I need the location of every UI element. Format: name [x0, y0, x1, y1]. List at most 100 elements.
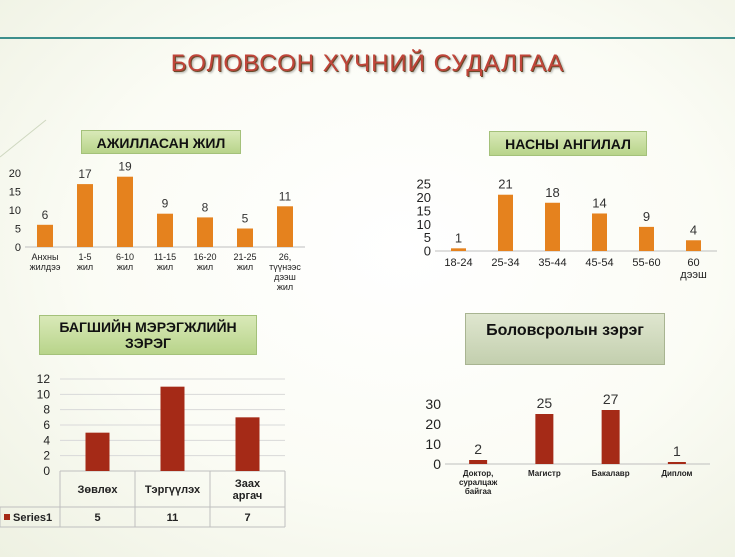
y-tick-label: 12 — [37, 372, 51, 386]
data-label: 8 — [202, 200, 209, 214]
table-value: 7 — [244, 512, 250, 524]
header-divider-line — [0, 37, 735, 39]
bar — [77, 184, 93, 247]
category-label: жил — [237, 262, 253, 272]
category-label: 1-5 — [78, 252, 91, 262]
category-label: жил — [117, 262, 133, 272]
bar — [117, 176, 133, 247]
data-label: 11 — [279, 189, 292, 203]
data-label: 19 — [118, 160, 132, 174]
bar — [535, 414, 554, 464]
bar — [639, 226, 654, 251]
data-label: 9 — [643, 209, 650, 224]
category-label: Зөвлөх — [77, 484, 118, 496]
bar — [545, 202, 560, 251]
y-tick-label: 0 — [15, 242, 21, 254]
category-label: Доктор, — [463, 469, 494, 478]
category-label: Заах — [235, 478, 261, 490]
data-label: 1 — [455, 230, 462, 245]
bar — [37, 224, 53, 247]
category-label: жил — [277, 282, 293, 292]
chart-work-years: 051015206Анхныжилдээ171-5жил196-10жил911… — [9, 160, 305, 292]
category-label: 21-25 — [233, 252, 256, 262]
chart1-title: АЖИЛЛАСАН ЖИЛ — [81, 130, 241, 154]
data-label: 17 — [78, 167, 92, 181]
y-tick-label: 15 — [417, 203, 431, 218]
category-label: Диплом — [661, 469, 692, 478]
bar — [85, 432, 110, 471]
y-tick-label: 10 — [37, 387, 51, 401]
y-tick-label: 20 — [425, 416, 441, 432]
category-label: 11-15 — [154, 252, 176, 262]
category-label: жил — [157, 262, 173, 272]
y-tick-label: 0 — [433, 456, 441, 472]
category-label: жил — [197, 262, 213, 272]
category-label: 6-10 — [116, 252, 134, 262]
data-label: 6 — [42, 208, 49, 222]
category-label: Анхны — [32, 252, 59, 262]
category-label: 35-44 — [538, 257, 566, 269]
data-label: 21 — [498, 177, 512, 192]
category-label: 16-20 — [193, 252, 216, 262]
data-label: 27 — [603, 391, 619, 407]
category-label: 55-60 — [632, 257, 660, 269]
y-tick-label: 2 — [43, 449, 50, 463]
category-label: 60 — [687, 257, 699, 269]
category-label: аргач — [233, 490, 263, 502]
bar — [235, 417, 260, 471]
category-label: жил — [77, 262, 93, 272]
y-tick-label: 25 — [417, 177, 431, 192]
category-label: Магистр — [528, 469, 561, 478]
category-label: 18-24 — [444, 257, 472, 269]
bar — [498, 194, 513, 251]
category-label: 25-34 — [491, 257, 519, 269]
y-tick-label: 15 — [9, 186, 21, 198]
legend-swatch — [4, 514, 10, 520]
bar — [686, 240, 701, 251]
data-label: 5 — [242, 212, 249, 226]
category-label: 26, — [279, 252, 292, 262]
data-label: 4 — [690, 222, 697, 237]
bar — [237, 228, 253, 247]
y-tick-label: 5 — [424, 230, 431, 245]
chart3-title: БАГШИЙН МЭРЭГЖЛИЙН ЗЭРЭГ — [39, 315, 257, 355]
page-title: БОЛОВСОН ХҮЧНИЙ СУДАЛГАА — [170, 50, 565, 77]
category-label: дээш — [680, 269, 707, 281]
table-value: 5 — [94, 512, 100, 524]
category-label: Тэргүүлэх — [145, 484, 201, 496]
y-tick-label: 0 — [43, 464, 50, 478]
y-tick-label: 30 — [425, 396, 441, 412]
table-value: 11 — [167, 512, 179, 524]
y-tick-label: 10 — [417, 217, 431, 232]
bar — [469, 460, 488, 464]
category-label: суралцаж — [459, 478, 498, 487]
y-tick-label: 5 — [15, 223, 21, 235]
category-label: дээш — [274, 272, 296, 282]
category-label: жилдээ — [30, 262, 61, 272]
bar — [160, 386, 185, 471]
data-label: 18 — [545, 185, 559, 200]
bar — [157, 213, 173, 247]
y-tick-label: 4 — [43, 433, 50, 447]
chart4-title: Боловсролын зэрэг — [465, 313, 665, 365]
bar — [197, 217, 213, 247]
decorative-diagonal-line — [0, 119, 47, 158]
category-label: түүнээс — [269, 262, 301, 272]
y-tick-label: 10 — [9, 205, 21, 217]
data-label: 1 — [673, 443, 681, 459]
data-label: 2 — [474, 441, 482, 457]
category-label: Бакалавр — [592, 469, 630, 478]
y-tick-label: 8 — [43, 403, 50, 417]
bar — [601, 410, 620, 464]
y-tick-label: 0 — [424, 244, 431, 259]
category-label: 45-54 — [585, 257, 613, 269]
category-label: байгаа — [465, 487, 492, 496]
bar — [451, 248, 466, 251]
y-tick-label: 20 — [417, 190, 431, 205]
chart2-title: НАСНЫ АНГИЛАЛ — [489, 131, 647, 156]
bar — [667, 462, 686, 464]
data-label: 14 — [592, 195, 606, 210]
